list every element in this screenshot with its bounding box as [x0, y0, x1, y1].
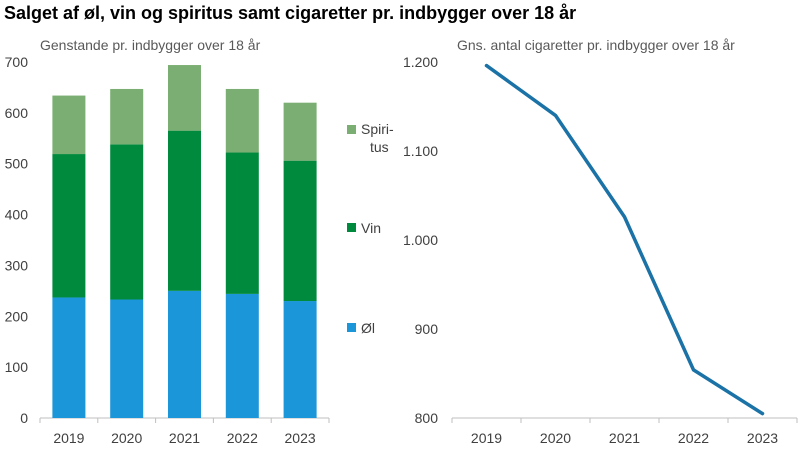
- legend-swatch: [347, 125, 356, 134]
- x-tick-label: 2022: [227, 430, 258, 446]
- bar-segment: [110, 299, 144, 418]
- x-tick-label: 2020: [540, 430, 571, 446]
- bar-segment: [52, 154, 86, 298]
- data-point: [692, 368, 695, 372]
- legend-swatch: [347, 223, 356, 232]
- right-chart-subtitle: Gns. antal cigaretter pr. indbygger over…: [457, 37, 735, 53]
- line-chart: 800 900 1.000 1.100 1.200 2019 2020 2021 2022 202…: [403, 54, 798, 446]
- bar-segment: [168, 130, 201, 291]
- x-tick-label: 2022: [678, 430, 709, 446]
- y-tick-label: 1.100: [403, 143, 438, 159]
- x-tick-label: 2023: [747, 430, 778, 446]
- x-tick-label: 2023: [285, 430, 316, 446]
- left-chart-subtitle: Genstande pr. indbygger over 18 år: [40, 37, 261, 53]
- legend-label: Øl: [361, 320, 375, 336]
- x-tick-label: 2021: [609, 430, 640, 446]
- data-point: [554, 113, 557, 117]
- y-tick-label: 800: [415, 410, 439, 426]
- bar-segment: [283, 301, 317, 418]
- y-tick-label: 100: [5, 359, 29, 375]
- legend-label: Vin: [361, 220, 381, 236]
- data-point: [485, 64, 488, 68]
- bar-segment: [225, 293, 259, 418]
- legend-swatch: [347, 323, 356, 332]
- bar-segment: [225, 88, 259, 153]
- y-tick-label: 500: [5, 156, 29, 172]
- bar-segment: [225, 152, 259, 294]
- bar-segment: [110, 144, 144, 300]
- y-tick-label: 700: [5, 54, 29, 70]
- y-tick-label: 900: [415, 321, 439, 337]
- legend-label: Spiri-tus: [361, 121, 394, 155]
- data-point: [623, 215, 626, 219]
- bar-segment: [110, 88, 144, 145]
- bar-segment: [168, 65, 201, 131]
- chart-title: Salget af øl, vin og spiritus samt cigar…: [4, 3, 577, 23]
- bar-segment: [52, 95, 86, 155]
- y-tick-label: 300: [5, 257, 29, 273]
- data-point: [761, 412, 764, 416]
- y-tick-label: 400: [5, 207, 29, 223]
- y-tick-label: 600: [5, 105, 29, 121]
- series-line: [484, 63, 765, 416]
- x-tick-label: 2020: [111, 430, 142, 446]
- bar-segment: [52, 297, 86, 418]
- y-tick-label: 200: [5, 308, 29, 324]
- x-tick-label: 2021: [169, 430, 200, 446]
- y-tick-label: 1.000: [403, 232, 438, 248]
- bar-segment: [283, 160, 317, 302]
- y-tick-label: 1.200: [403, 54, 438, 70]
- bar-segment: [168, 290, 201, 418]
- y-tick-label: 0: [20, 410, 28, 426]
- x-tick-label: 2019: [471, 430, 502, 446]
- x-tick-label: 2019: [53, 430, 84, 446]
- bar-segment: [283, 102, 317, 161]
- stacked-bar-chart: 0 100 200 300 400 500 600 700 2019 2020 2021 2022 20…: [5, 54, 394, 446]
